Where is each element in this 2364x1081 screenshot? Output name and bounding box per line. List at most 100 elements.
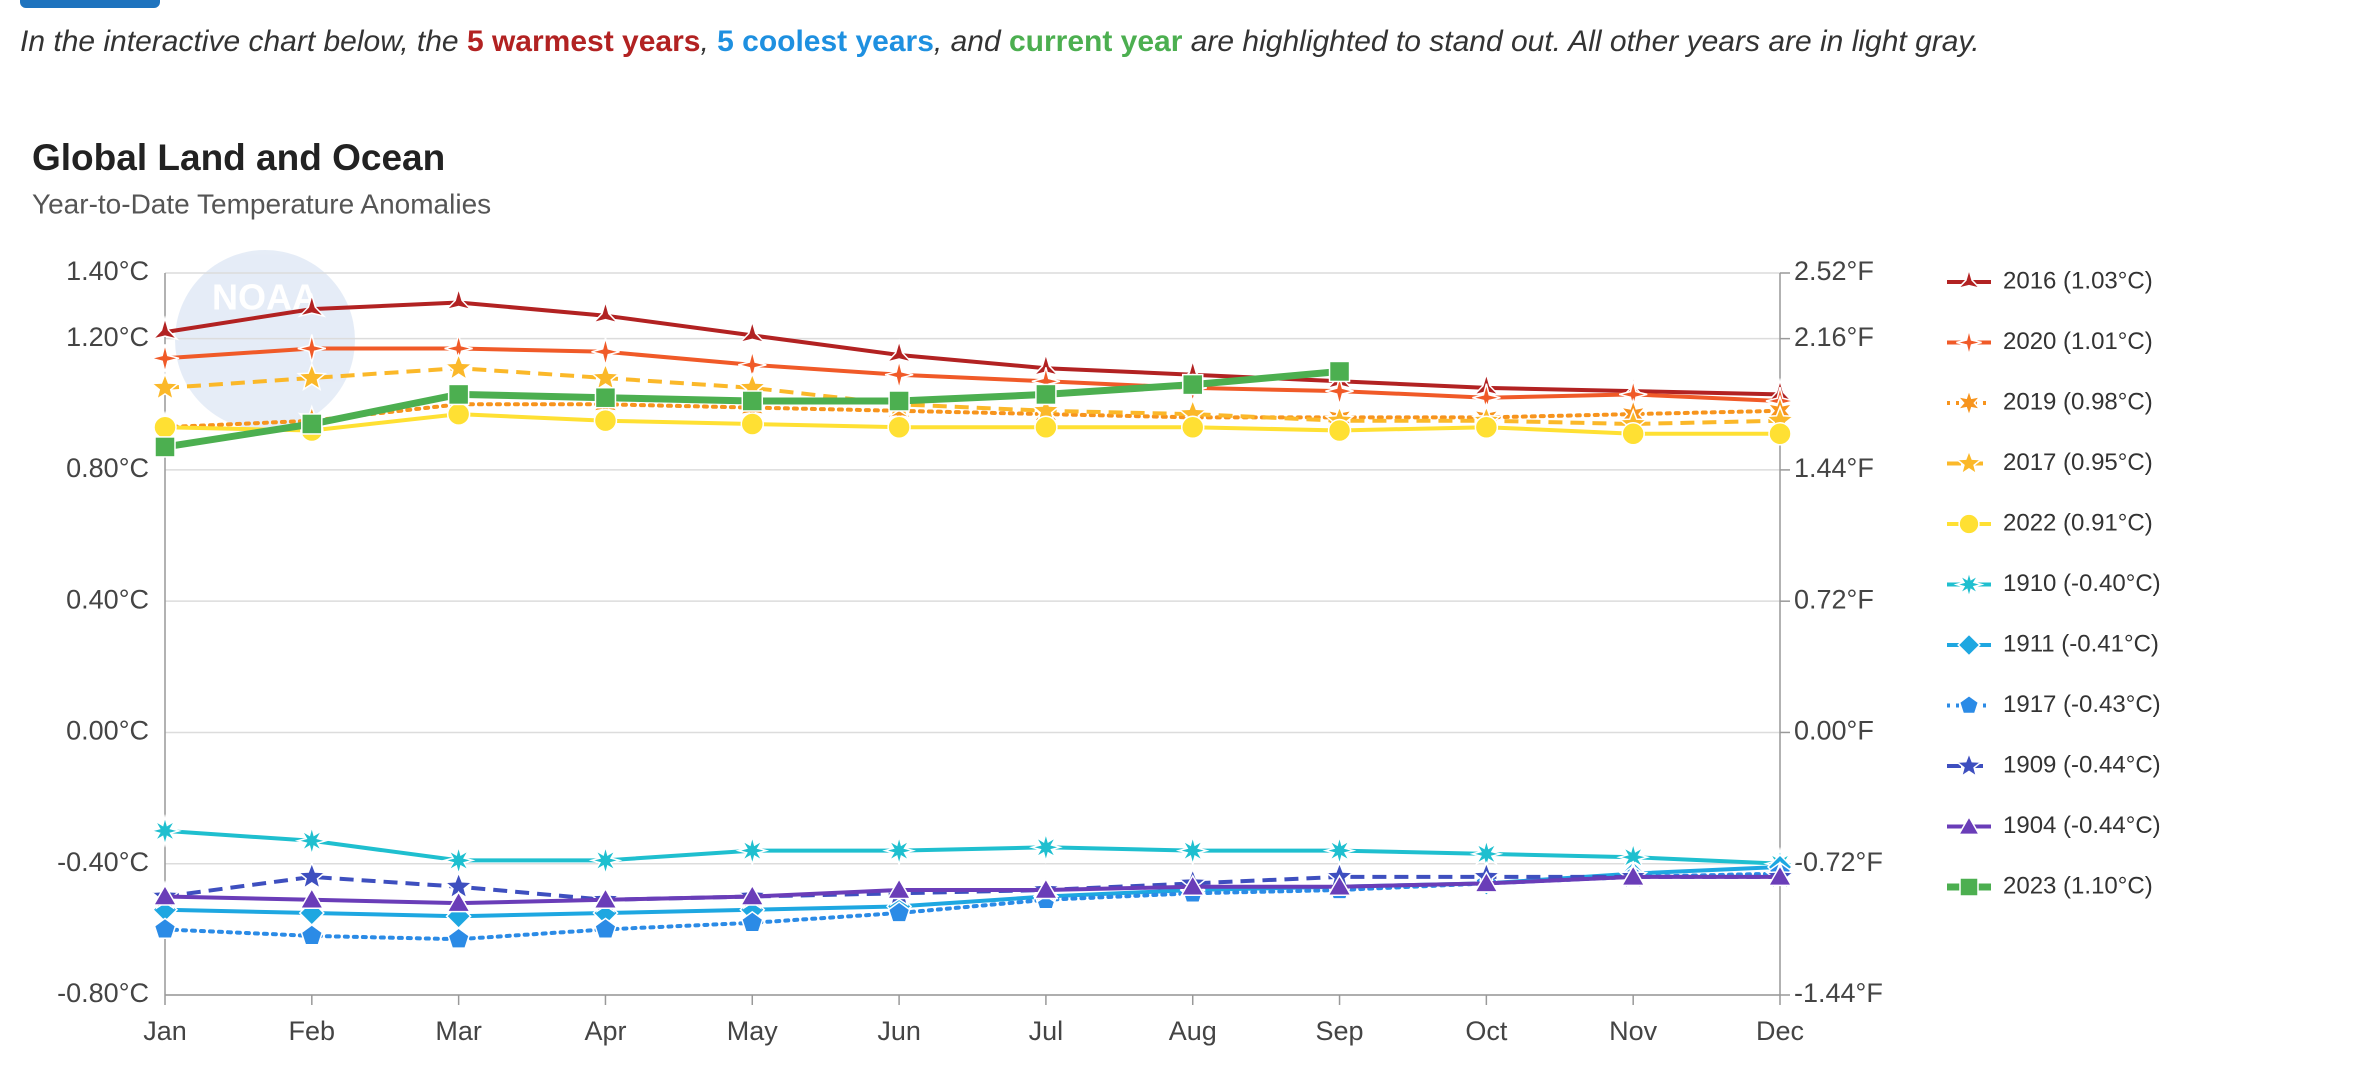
point (590, 298, 620, 325)
point (297, 292, 327, 318)
point (739, 883, 765, 906)
point (1956, 329, 1982, 356)
point (1955, 448, 1983, 476)
point (1620, 864, 1646, 887)
x-tick-label: Dec (1756, 1016, 1804, 1046)
legend-label: 1917 (-0.43°C) (2003, 691, 2161, 718)
point (1328, 360, 1351, 383)
point (446, 402, 471, 426)
intro-segment: 5 warmest years (467, 25, 701, 58)
legend-label: 1911 (-0.41°C) (2003, 630, 2159, 657)
point (737, 318, 767, 344)
point (1955, 266, 1983, 290)
y-tick-label: 0.80°C (66, 453, 149, 483)
point (150, 344, 180, 373)
point (1180, 874, 1206, 896)
y2-tick-label: -0.72°F (1794, 847, 1883, 877)
legend-label: 1910 (-0.40°C) (2003, 570, 2161, 597)
point (1327, 874, 1353, 896)
y-tick-label: -0.80°C (57, 978, 149, 1008)
x-tick-label: Jun (877, 1016, 921, 1046)
point (148, 814, 182, 848)
point (1958, 513, 1980, 535)
x-tick-label: May (727, 1016, 779, 1046)
series-line (164, 300, 1781, 397)
y2-tick-label: 1.44°F (1794, 453, 1874, 483)
point (591, 337, 620, 366)
x-tick-label: Jul (1029, 1016, 1064, 1046)
point (1035, 383, 1057, 406)
series-line (163, 402, 1782, 430)
point (441, 843, 476, 878)
x-tick-label: Aug (1169, 1016, 1217, 1046)
y-tick-label: -0.40°C (57, 847, 149, 877)
logo: NOAA (175, 250, 355, 430)
point (1767, 864, 1793, 887)
legend-label: 2023 (1.10°C) (2003, 872, 2153, 899)
point (594, 386, 617, 409)
point (447, 927, 470, 949)
legend-label: 2020 (1.01°C) (2003, 328, 2153, 355)
series-line (164, 874, 1780, 906)
point (887, 415, 911, 439)
point (882, 833, 916, 868)
intro-segment: , (700, 25, 717, 58)
point (1955, 751, 1983, 778)
y2-tick-label: 2.16°F (1794, 322, 1874, 352)
y-tick-label: 1.20°C (66, 322, 149, 352)
point (741, 390, 764, 412)
y-tick-label: 0.00°C (66, 716, 149, 746)
y2-tick-label: -1.44°F (1794, 978, 1883, 1008)
top-button[interactable] (20, 0, 160, 8)
point (884, 338, 914, 364)
point (153, 917, 177, 940)
intro-segment: , and (934, 25, 1009, 58)
y-tick-label: 1.40°C (66, 256, 149, 286)
intro-segment: current year (1009, 25, 1183, 58)
point (887, 901, 911, 923)
point (888, 390, 910, 412)
series-line (164, 346, 1781, 403)
series-line (164, 828, 1781, 866)
series-line (164, 412, 1780, 436)
point (1034, 415, 1058, 439)
point (1322, 833, 1357, 868)
point (296, 860, 328, 890)
point (149, 371, 181, 401)
legend-label: 2017 (0.95°C) (2003, 449, 2153, 476)
point (299, 887, 325, 910)
point (1621, 422, 1645, 446)
point (884, 360, 914, 389)
point (1959, 877, 1979, 897)
point (740, 910, 764, 933)
legend-label: 2019 (0.98°C) (2003, 388, 2153, 415)
point (886, 877, 912, 900)
x-tick-label: Oct (1465, 1016, 1508, 1046)
y2-tick-label: 2.52°F (1794, 256, 1874, 286)
x-tick-label: Feb (289, 1016, 336, 1046)
x-tick-label: Mar (435, 1016, 482, 1046)
point (153, 415, 177, 439)
point (1958, 694, 1980, 715)
point (1957, 633, 1981, 657)
point (301, 413, 323, 435)
point (1956, 388, 1982, 418)
point (154, 436, 176, 458)
point (593, 408, 618, 433)
legend-label: 1904 (-0.44°C) (2003, 812, 2161, 839)
series-line (164, 874, 1780, 902)
point (300, 923, 324, 946)
legend-label: 2022 (0.91°C) (2003, 509, 2153, 536)
point (1473, 870, 1499, 893)
intro-text: In the interactive chart below, the 5 wa… (20, 25, 1980, 58)
y-tick-label: 0.40°C (66, 584, 149, 614)
series-line (163, 871, 1782, 942)
series-line (164, 366, 1781, 427)
chart-title: Global Land and Ocean (32, 137, 445, 178)
point (444, 285, 474, 311)
point (296, 361, 328, 391)
point (446, 890, 472, 913)
point (152, 884, 178, 906)
point (588, 843, 623, 878)
point (150, 315, 180, 341)
